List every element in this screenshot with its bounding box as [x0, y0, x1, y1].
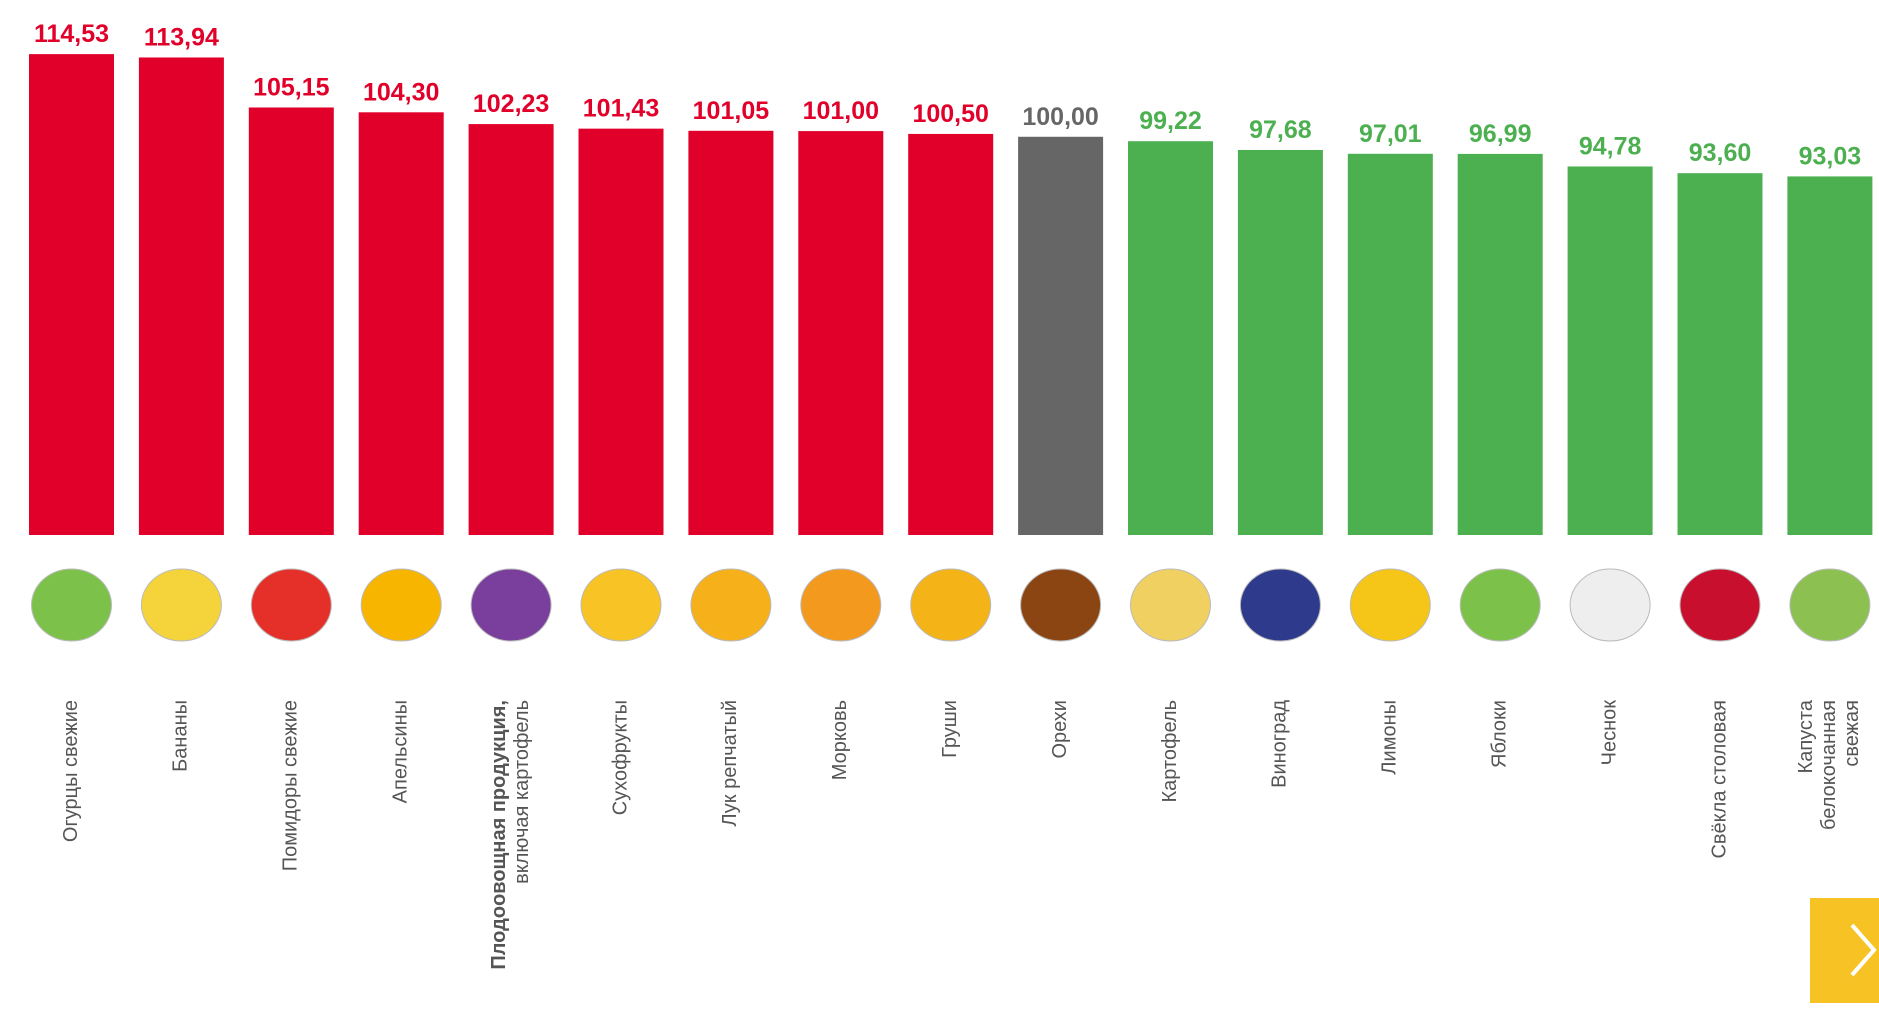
x-tick-label: Морковь [829, 700, 851, 780]
x-tick-label: Плодоовощная продукция, [488, 700, 510, 970]
value-label: 96,99 [1469, 120, 1532, 148]
value-label: 100,00 [1022, 103, 1098, 131]
bar [29, 54, 114, 535]
icon [580, 568, 662, 642]
icon [1679, 568, 1761, 642]
x-tick-label: Апельсины [389, 700, 411, 803]
value-label: 94,78 [1579, 132, 1642, 160]
x-tick-label: Груши [939, 700, 961, 758]
icon [1569, 568, 1651, 642]
icon [1459, 568, 1541, 642]
icon [1130, 568, 1211, 642]
value-label: 93,03 [1799, 142, 1862, 170]
x-tick-label: Орехи [1049, 700, 1071, 759]
bar [1457, 153, 1543, 535]
bar [1347, 153, 1433, 536]
x-tick-label: белокочанная [1818, 700, 1840, 830]
value-label: 101,05 [693, 97, 770, 125]
value-label: 101,00 [803, 97, 879, 125]
x-tick-label: Картофель [1159, 700, 1181, 803]
icon [250, 568, 332, 642]
value-label: 100,50 [912, 100, 988, 128]
icon [360, 568, 442, 642]
x-tick-label: включая картофель [511, 700, 533, 884]
icon [1349, 568, 1431, 642]
bar [1018, 136, 1104, 535]
bar [1128, 141, 1213, 535]
value-label: 104,30 [363, 78, 439, 106]
bar [578, 128, 664, 535]
x-tick-label: Лук репчатый [719, 700, 741, 827]
icon [800, 568, 882, 642]
bar [358, 112, 444, 535]
icon [31, 568, 112, 642]
bar [468, 124, 554, 535]
x-tick-label: Виноград [1269, 700, 1291, 788]
icon [1789, 568, 1871, 642]
x-tick-label: Помидоры свежие [280, 700, 302, 871]
icon [910, 568, 992, 642]
icon [1020, 568, 1102, 642]
next-button[interactable] [1810, 898, 1879, 1003]
bar [798, 131, 884, 536]
x-tick-label: Огурцы свежие [60, 700, 82, 842]
x-tick-label: Свёкла столовая [1708, 700, 1730, 859]
bar [1677, 173, 1763, 536]
value-label: 113,94 [144, 23, 219, 51]
x-tick-label: свежая [1841, 700, 1863, 767]
bar [1237, 149, 1323, 535]
bar [1567, 166, 1653, 536]
icon [1239, 568, 1321, 642]
x-tick-label: Яблоки [1488, 700, 1510, 768]
value-label: 101,43 [583, 95, 659, 123]
value-label: 99,22 [1139, 107, 1202, 135]
bar [138, 57, 224, 535]
next-button-bg[interactable] [1810, 898, 1879, 1003]
icon [140, 568, 222, 642]
icon [470, 568, 552, 642]
value-label: 114,53 [34, 20, 109, 48]
value-label: 102,23 [473, 90, 549, 118]
value-label: 97,01 [1359, 120, 1422, 148]
x-tick-label: Бананы [170, 700, 192, 772]
bar [908, 133, 994, 535]
bar [248, 107, 334, 535]
x-tick-label: Лимоны [1379, 700, 1401, 775]
value-label: 105,15 [253, 73, 330, 101]
icons [31, 568, 1871, 642]
x-tick-label: Чеснок [1598, 700, 1620, 766]
icon [690, 568, 772, 642]
value-label: 93,60 [1689, 139, 1752, 167]
value-label: 97,68 [1249, 116, 1312, 144]
next-chevron[interactable] [1850, 923, 1877, 977]
bar [688, 130, 774, 535]
x-tick-label: Капуста [1795, 699, 1817, 773]
bar [1787, 176, 1873, 536]
x-tick-label: Сухофрукты [609, 700, 631, 815]
